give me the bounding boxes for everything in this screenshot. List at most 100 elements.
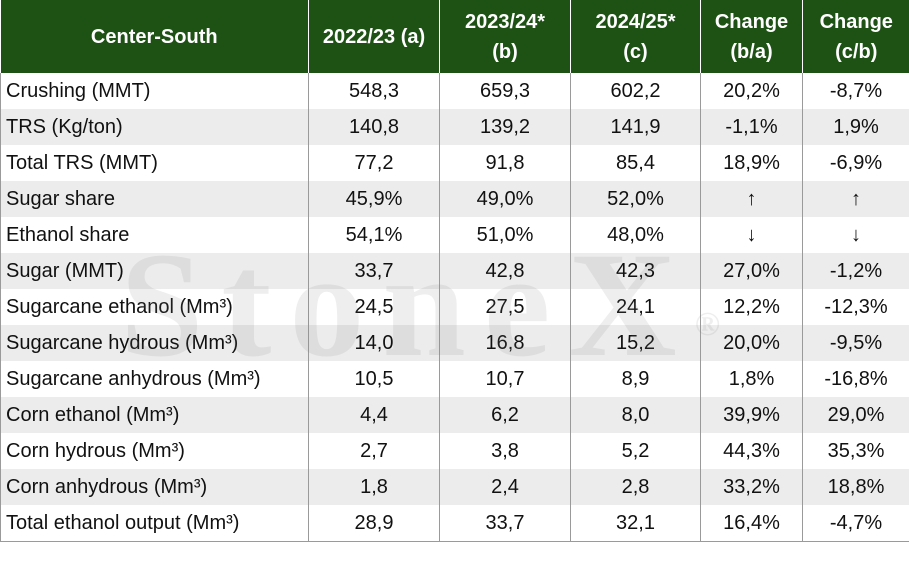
table-row: TRS (Kg/ton) 140,8 139,2 141,9 -1,1% 1,9% (0, 109, 909, 145)
header-region: Center-South (0, 0, 309, 73)
table-row: Sugarcane hydrous (Mm³) 14,0 16,8 15,2 20,0%… (0, 325, 909, 361)
header-change-b-a: Change (b/a) (700, 0, 803, 73)
table-row: Total ethanol output (Mm³) 28,9 33,7 32,1 16… (0, 505, 909, 542)
value-2022-23: 4,4 (308, 397, 440, 433)
value-2022-23: 1,8 (308, 469, 440, 505)
value-2023-24: 42,8 (439, 253, 571, 289)
table-row: Total TRS (MMT) 77,2 91,8 85,4 18,9% -6,9% (0, 145, 909, 181)
table-row: Crushing (MMT) 548,3 659,3 602,2 20,2% -8,7% (0, 73, 909, 109)
table-row: Corn hydrous (Mm³) 2,7 3,8 5,2 44,3% 35,3% (0, 433, 909, 469)
change-b-a: 44,3% (700, 433, 803, 469)
row-label: Crushing (MMT) (0, 73, 309, 109)
table-row: Ethanol share 54,1% 51,0% 48,0% ↓ ↓ (0, 217, 909, 253)
row-label: Sugar share (0, 181, 309, 217)
value-2024-25: 85,4 (570, 145, 701, 181)
value-2023-24: 33,7 (439, 505, 571, 542)
value-2023-24: 16,8 (439, 325, 571, 361)
value-2022-23: 2,7 (308, 433, 440, 469)
change-b-a: ↑ (700, 181, 803, 217)
row-label: Total ethanol output (Mm³) (0, 505, 309, 542)
value-2022-23: 54,1% (308, 217, 440, 253)
change-c-b: -6,9% (802, 145, 909, 181)
change-b-a: 20,0% (700, 325, 803, 361)
row-label: Sugarcane anhydrous (Mm³) (0, 361, 309, 397)
value-2022-23: 10,5 (308, 361, 440, 397)
value-2023-24: 139,2 (439, 109, 571, 145)
value-2024-25: 48,0% (570, 217, 701, 253)
value-2024-25: 8,9 (570, 361, 701, 397)
header-2024-25: 2024/25* (c) (570, 0, 701, 73)
row-label: Ethanol share (0, 217, 309, 253)
row-label: TRS (Kg/ton) (0, 109, 309, 145)
value-2022-23: 45,9% (308, 181, 440, 217)
value-2023-24: 659,3 (439, 73, 571, 109)
change-c-b: ↑ (802, 181, 909, 217)
value-2024-25: 5,2 (570, 433, 701, 469)
change-b-a: 18,9% (700, 145, 803, 181)
header-2023-24: 2023/24* (b) (439, 0, 571, 73)
value-2024-25: 141,9 (570, 109, 701, 145)
value-2024-25: 42,3 (570, 253, 701, 289)
value-2024-25: 2,8 (570, 469, 701, 505)
value-2023-24: 49,0% (439, 181, 571, 217)
value-2023-24: 51,0% (439, 217, 571, 253)
value-2024-25: 8,0 (570, 397, 701, 433)
change-b-a: 16,4% (700, 505, 803, 542)
change-c-b: -12,3% (802, 289, 909, 325)
change-c-b: -9,5% (802, 325, 909, 361)
change-b-a: 39,9% (700, 397, 803, 433)
change-c-b: -16,8% (802, 361, 909, 397)
value-2022-23: 14,0 (308, 325, 440, 361)
value-2022-23: 77,2 (308, 145, 440, 181)
center-south-table: Center-South 2022/23 (a) 2023/24* (b) 202… (0, 0, 909, 542)
value-2024-25: 32,1 (570, 505, 701, 542)
change-b-a: 33,2% (700, 469, 803, 505)
value-2024-25: 24,1 (570, 289, 701, 325)
header-change-c-b: Change (c/b) (802, 0, 909, 73)
change-c-b: 29,0% (802, 397, 909, 433)
row-label: Corn anhydrous (Mm³) (0, 469, 309, 505)
row-label: Total TRS (MMT) (0, 145, 309, 181)
value-2024-25: 15,2 (570, 325, 701, 361)
value-2023-24: 91,8 (439, 145, 571, 181)
header-row: Center-South 2022/23 (a) 2023/24* (b) 202… (0, 0, 909, 73)
change-c-b: 18,8% (802, 469, 909, 505)
table-row: Sugarcane anhydrous (Mm³) 10,5 10,7 8,9 1,8%… (0, 361, 909, 397)
value-2024-25: 52,0% (570, 181, 701, 217)
value-2022-23: 33,7 (308, 253, 440, 289)
row-label: Corn ethanol (Mm³) (0, 397, 309, 433)
change-b-a: 12,2% (700, 289, 803, 325)
value-2024-25: 602,2 (570, 73, 701, 109)
value-2023-24: 3,8 (439, 433, 571, 469)
row-label: Sugarcane hydrous (Mm³) (0, 325, 309, 361)
change-c-b: -4,7% (802, 505, 909, 542)
value-2023-24: 10,7 (439, 361, 571, 397)
value-2022-23: 28,9 (308, 505, 440, 542)
value-2023-24: 27,5 (439, 289, 571, 325)
change-c-b: -1,2% (802, 253, 909, 289)
value-2022-23: 140,8 (308, 109, 440, 145)
change-b-a: ↓ (700, 217, 803, 253)
value-2023-24: 6,2 (439, 397, 571, 433)
row-label: Sugar (MMT) (0, 253, 309, 289)
header-2022-23: 2022/23 (a) (308, 0, 440, 73)
change-b-a: -1,1% (700, 109, 803, 145)
table-row: Sugarcane ethanol (Mm³) 24,5 27,5 24,1 12,2%… (0, 289, 909, 325)
change-c-b: 1,9% (802, 109, 909, 145)
table-row: Corn ethanol (Mm³) 4,4 6,2 8,0 39,9% 29,0% (0, 397, 909, 433)
change-c-b: 35,3% (802, 433, 909, 469)
change-b-a: 27,0% (700, 253, 803, 289)
table-row: Sugar (MMT) 33,7 42,8 42,3 27,0% -1,2% (0, 253, 909, 289)
change-c-b: -8,7% (802, 73, 909, 109)
table-row: Corn anhydrous (Mm³) 1,8 2,4 2,8 33,2% 18,8% (0, 469, 909, 505)
table-row: Sugar share 45,9% 49,0% 52,0% ↑ ↑ (0, 181, 909, 217)
value-2022-23: 548,3 (308, 73, 440, 109)
value-2022-23: 24,5 (308, 289, 440, 325)
change-b-a: 1,8% (700, 361, 803, 397)
value-2023-24: 2,4 (439, 469, 571, 505)
row-label: Sugarcane ethanol (Mm³) (0, 289, 309, 325)
change-b-a: 20,2% (700, 73, 803, 109)
change-c-b: ↓ (802, 217, 909, 253)
row-label: Corn hydrous (Mm³) (0, 433, 309, 469)
